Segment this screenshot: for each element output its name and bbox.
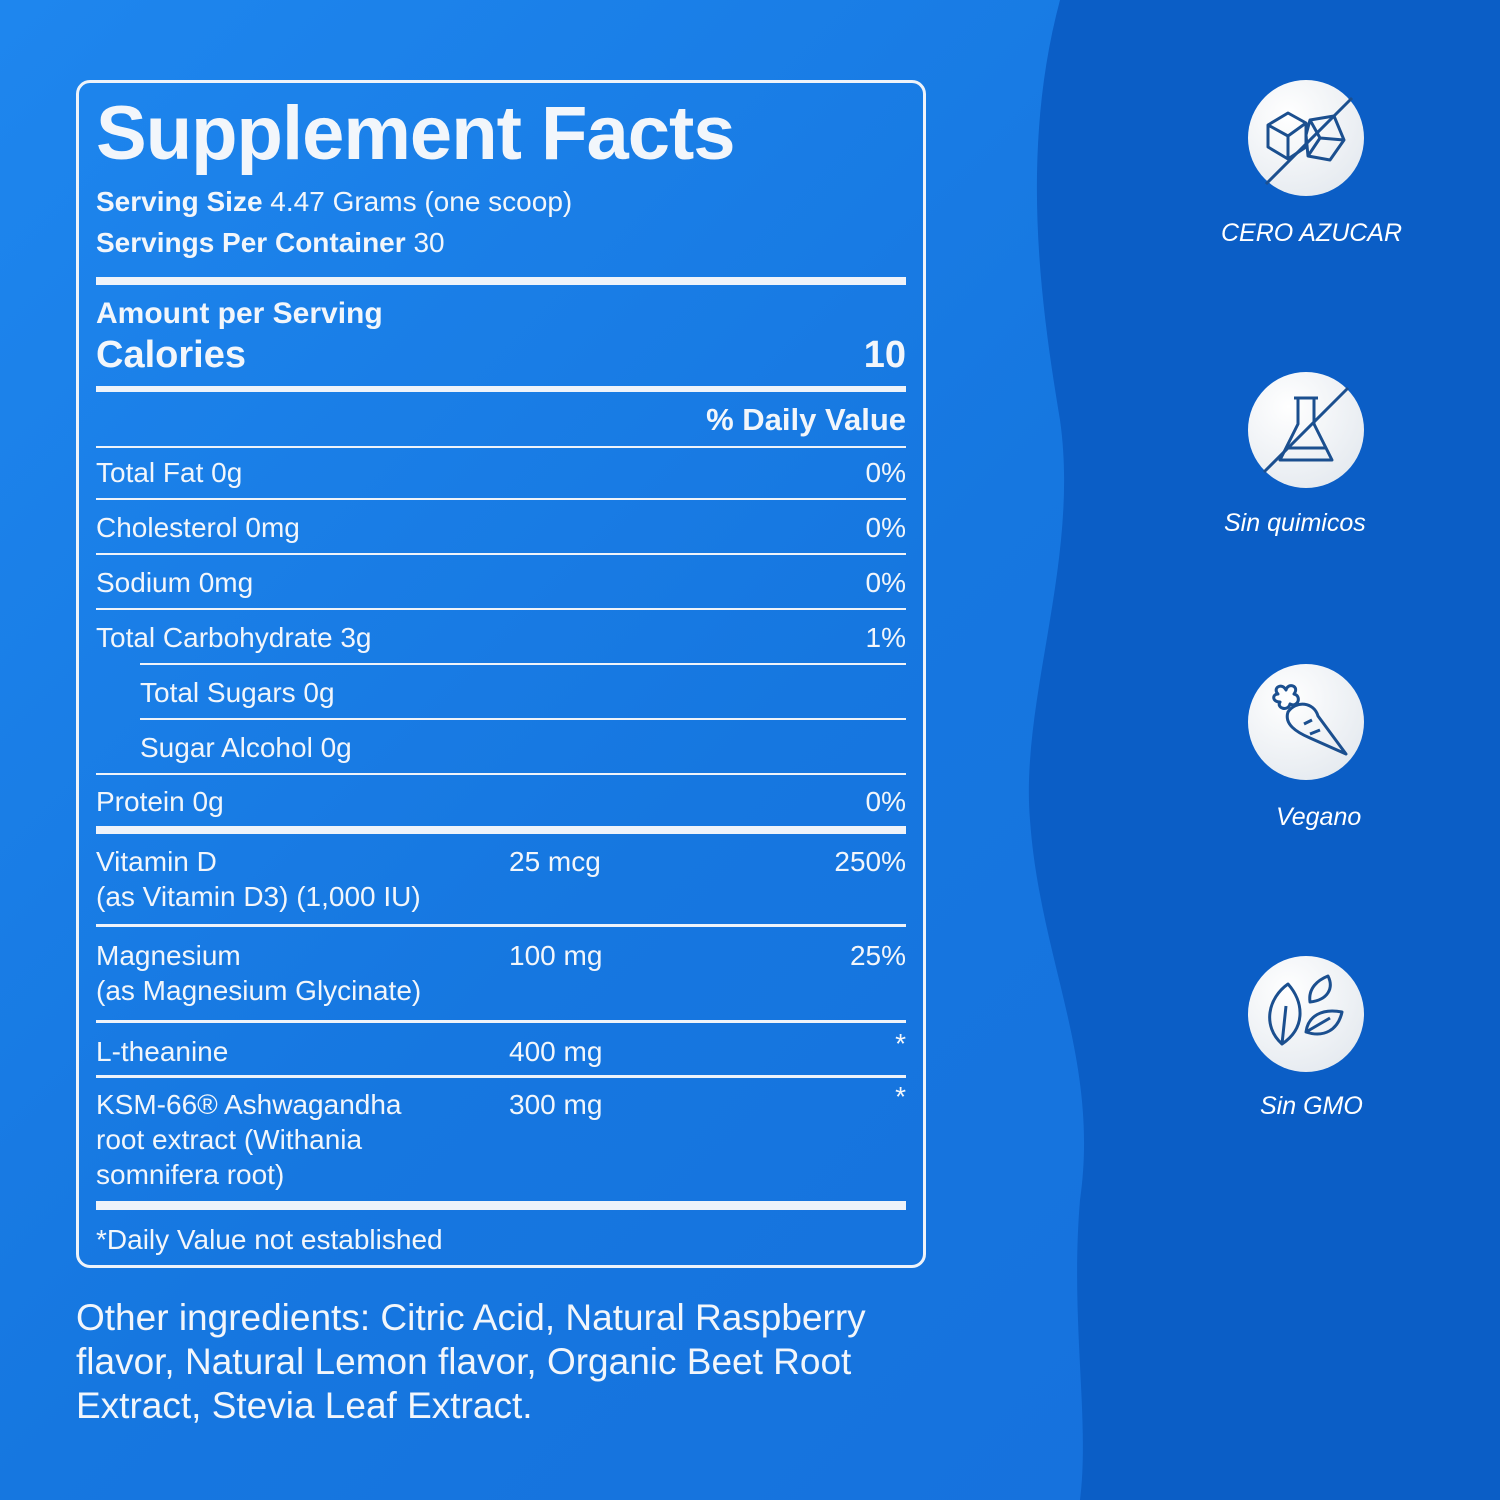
serving-size-label: Serving Size <box>96 186 263 217</box>
ingredient-amount: 25 mcg <box>509 846 601 877</box>
nutrient-daily-value: 0% <box>865 457 906 488</box>
ingredient-detail: (as Magnesium Glycinate) <box>96 975 422 1006</box>
ingredient-detail: (as Vitamin D3) (1,000 IU) <box>96 881 421 912</box>
footnote: *Daily Value not established <box>96 1224 443 1255</box>
nutrient-name: Sugar Alcohol 0g <box>140 732 352 763</box>
label-title: Supplement Facts <box>96 91 736 176</box>
ingredient-name: Magnesium <box>96 940 241 971</box>
carrot-icon <box>1272 684 1348 756</box>
servings-value: 30 <box>413 227 445 258</box>
badge-no-chemicals-flask-icon <box>1248 372 1364 488</box>
divider-thick <box>96 1201 906 1210</box>
amount-per-serving: Amount per Serving <box>96 297 383 330</box>
ingredient-daily-value: 25% <box>849 940 906 971</box>
ingredient-daily-value: * <box>895 1081 906 1112</box>
other-ingredients: Other ingredients: Citric Acid, Natural … <box>76 1297 866 1426</box>
ingredient-daily-value: * <box>895 1028 906 1059</box>
ingredient-detail: root extract (Withania <box>96 1124 363 1155</box>
divider <box>96 773 906 775</box>
nutrient-name: Sodium 0mg <box>96 567 254 598</box>
calories-label: Calories <box>96 334 246 376</box>
nutrient-daily-value: 0% <box>865 786 906 817</box>
ingredient-amount: 100 mg <box>509 940 603 971</box>
nutrient-name: Total Sugars 0g <box>140 677 335 708</box>
divider <box>140 718 906 720</box>
servings-label: Servings Per Container <box>96 227 406 258</box>
divider-thick <box>96 277 906 285</box>
badge-label: Sin quimicos <box>1224 509 1366 537</box>
no-chemicals-flask-icon <box>1262 386 1350 474</box>
ingredient-name: L-theanine <box>96 1036 229 1067</box>
divider <box>96 1075 906 1078</box>
badge-label: CERO AZUCAR <box>1221 219 1403 247</box>
ingredient-name: KSM-66® Ashwagandha <box>96 1089 402 1120</box>
badge-label: Sin GMO <box>1260 1092 1363 1120</box>
divider <box>96 608 906 610</box>
divider <box>96 924 906 927</box>
nutrient-name: Total Fat 0g <box>96 457 243 488</box>
ingredient-detail: somnifera root) <box>96 1159 285 1190</box>
divider <box>140 663 906 665</box>
divider <box>96 826 906 834</box>
nutrient-name: Total Carbohydrate 3g <box>96 622 372 653</box>
nutrient-name: Cholesterol 0mg <box>96 512 300 543</box>
calories-value: 10 <box>863 334 906 376</box>
servings-per-container: Servings Per Container 30 <box>96 227 445 259</box>
ingredient-daily-value: 250% <box>834 846 906 877</box>
badge-leaves-icon <box>1248 956 1364 1072</box>
supplement-facts-panel <box>76 80 926 1268</box>
nutrient-daily-value: 0% <box>865 512 906 543</box>
nutrient-daily-value: 0% <box>865 567 906 598</box>
leaves-icon <box>1268 974 1344 1046</box>
badge-no-sugar-cubes-icon <box>1248 80 1364 196</box>
divider <box>96 553 906 555</box>
divider-thick <box>96 386 906 392</box>
ingredient-name: Vitamin D <box>96 846 217 877</box>
ingredient-amount: 400 mg <box>509 1036 603 1067</box>
badge-label: Vegano <box>1276 803 1362 831</box>
divider <box>96 446 906 448</box>
nutrient-name: Protein 0g <box>96 786 224 817</box>
daily-value-header: % Daily Value <box>706 402 906 437</box>
ingredient-amount: 300 mg <box>509 1089 603 1120</box>
serving-size: Serving Size 4.47 Grams (one scoop) <box>96 186 572 218</box>
nutrient-daily-value: 1% <box>865 622 906 653</box>
serving-size-value: 4.47 Grams (one scoop) <box>270 186 573 217</box>
divider <box>96 498 906 500</box>
divider <box>96 1020 906 1023</box>
no-sugar-cubes-icon <box>1264 96 1354 186</box>
badge-carrot-icon <box>1248 664 1364 780</box>
